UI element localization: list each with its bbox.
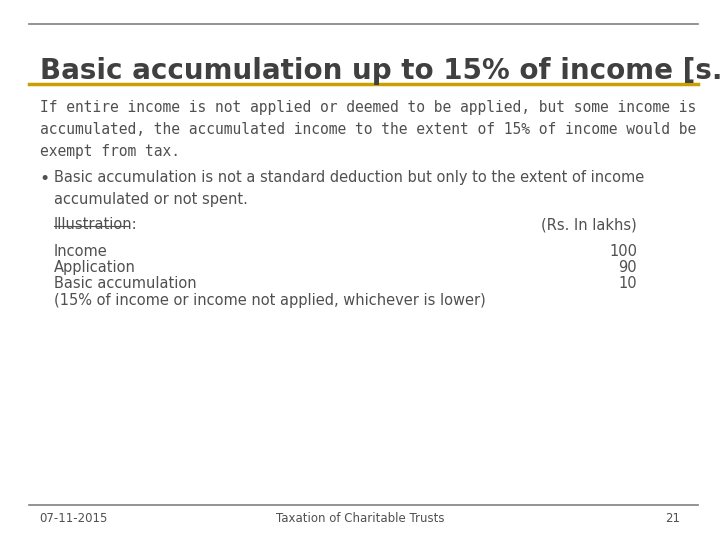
Text: •: • [40, 170, 50, 188]
Text: If entire income is not applied or deemed to be applied, but some income is
accu: If entire income is not applied or deeme… [40, 100, 696, 159]
Text: 90: 90 [618, 260, 637, 275]
Text: 10: 10 [618, 276, 637, 292]
Text: 21: 21 [665, 512, 680, 525]
Text: Application: Application [54, 260, 136, 275]
Text: Basic accumulation up to 15% of income [s. 11(1)(a)]: Basic accumulation up to 15% of income [… [40, 57, 720, 85]
Text: Income: Income [54, 244, 108, 259]
Text: (Rs. In lakhs): (Rs. In lakhs) [541, 217, 637, 232]
Text: Taxation of Charitable Trusts: Taxation of Charitable Trusts [276, 512, 444, 525]
Text: 100: 100 [609, 244, 637, 259]
Text: Illustration:: Illustration: [54, 217, 138, 232]
Text: (15% of income or income not applied, whichever is lower): (15% of income or income not applied, wh… [54, 293, 486, 308]
Text: Basic accumulation is not a standard deduction but only to the extent of income
: Basic accumulation is not a standard ded… [54, 170, 644, 207]
Text: Basic accumulation: Basic accumulation [54, 276, 197, 292]
Text: 07-11-2015: 07-11-2015 [40, 512, 108, 525]
